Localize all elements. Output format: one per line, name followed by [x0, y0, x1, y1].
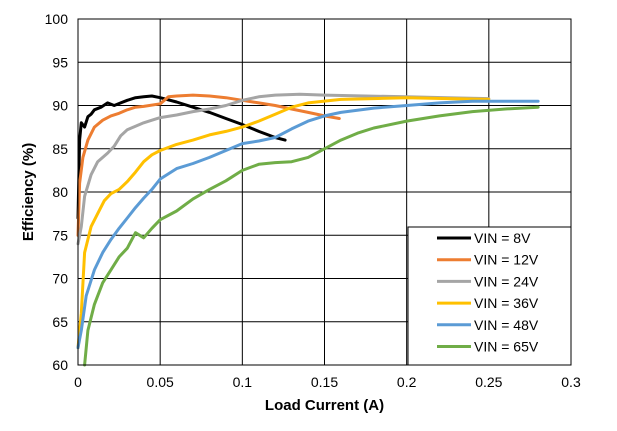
x-tick-label: 0.25	[475, 374, 502, 390]
y-tick-label: 90	[52, 98, 68, 114]
legend-label: VIN = 65V	[474, 339, 539, 355]
y-tick-label: 85	[52, 141, 68, 157]
x-axis-title: Load Current (A)	[265, 397, 384, 414]
plot-area-border	[77, 18, 572, 366]
y-tick-labels: 60 65 70 75 80 85 90 95 100	[45, 11, 69, 373]
x-tick-label: 0.05	[147, 374, 174, 390]
y-tick-label: 95	[52, 54, 68, 70]
y-tick-label: 70	[52, 271, 68, 287]
series-line-2	[76, 93, 341, 237]
series-line-5	[76, 99, 540, 350]
y-tick-label: 80	[52, 184, 68, 200]
series-lines	[76, 92, 540, 367]
series-line-1	[76, 94, 287, 220]
x-tick-label: 0.1	[233, 374, 253, 390]
x-tick-label: 0.2	[397, 374, 417, 390]
x-tick-label: 0.15	[311, 374, 338, 390]
legend-label: VIN = 48V	[474, 317, 539, 333]
legend: VIN = 8V VIN = 12V VIN = 24V VIN = 36V VIN =…	[407, 226, 572, 366]
y-tick-label: 65	[52, 314, 68, 330]
y-axis-title: Efficiency (%)	[20, 143, 37, 241]
legend-box	[407, 226, 572, 366]
series-line-4	[76, 96, 491, 350]
x-tick-labels: 0 0.05 0.1 0.15 0.2 0.25 0.3	[74, 374, 581, 390]
legend-label: VIN = 12V	[474, 252, 539, 268]
y-tick-label: 60	[52, 357, 68, 373]
series-line-3	[76, 92, 491, 246]
x-tick-label: 0	[74, 374, 82, 390]
y-tick-label: 100	[45, 11, 69, 27]
legend-label: VIN = 36V	[474, 295, 539, 311]
legend-label: VIN = 8V	[474, 230, 531, 246]
legend-items: VIN = 8V VIN = 12V VIN = 24V VIN = 36V VIN =…	[437, 230, 539, 355]
x-tick-label: 0.3	[561, 374, 581, 390]
series-line-6	[83, 105, 540, 367]
legend-label: VIN = 24V	[474, 273, 539, 289]
y-tick-label: 75	[52, 227, 68, 243]
